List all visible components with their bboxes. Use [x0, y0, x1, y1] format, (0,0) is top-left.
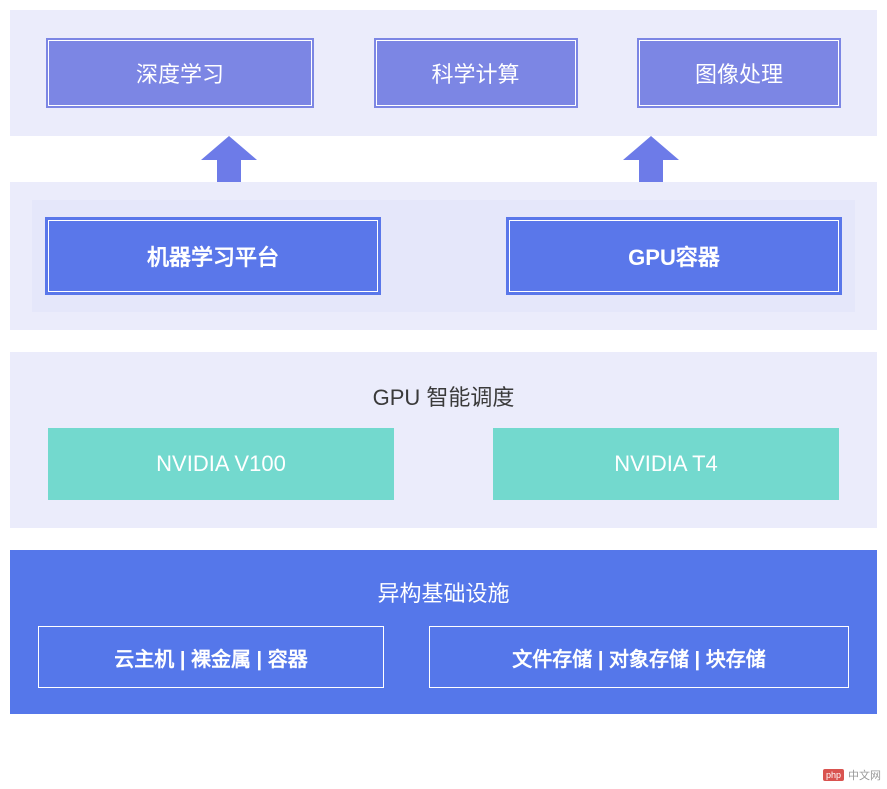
watermark: php 中文网 — [823, 767, 881, 783]
watermark-logo: php — [823, 769, 844, 781]
platform-label: 机器学习平台 — [147, 240, 279, 272]
arrow-row — [10, 136, 877, 182]
gpu-title-text: GPU 智能调度 — [373, 380, 515, 412]
infra-box-storage: 文件存储 | 对象存储 | 块存储 — [429, 626, 849, 688]
app-label: 深度学习 — [136, 57, 224, 89]
infra-section-title: 异构基础设施 — [38, 570, 849, 614]
architecture-diagram: 深度学习 科学计算 图像处理 机器学习平台 GPU容器 GPU 智能调度 NVI… — [10, 10, 877, 714]
infra-title-text: 异构基础设施 — [377, 576, 509, 608]
platform-box-gpu-container: GPU容器 — [509, 220, 839, 292]
platform-box-ml: 机器学习平台 — [48, 220, 378, 292]
watermark-text: 中文网 — [848, 767, 881, 783]
layer-infrastructure: 异构基础设施 云主机 | 裸金属 | 容器 文件存储 | 对象存储 | 块存储 — [10, 550, 877, 714]
platform-label: GPU容器 — [628, 240, 720, 272]
infra-box-compute: 云主机 | 裸金属 | 容器 — [38, 626, 384, 688]
arrow-up-icon — [650, 136, 651, 182]
spacer — [10, 330, 877, 352]
gpu-section-title: GPU 智能调度 — [48, 374, 839, 418]
app-box-image-proc: 图像处理 — [639, 40, 839, 106]
layer-gpu-scheduling: GPU 智能调度 NVIDIA V100 NVIDIA T4 — [10, 352, 877, 528]
arrow-up-icon — [228, 136, 229, 182]
gpu-card-t4: NVIDIA T4 — [493, 428, 839, 500]
spacer — [10, 528, 877, 550]
gpu-card-label: NVIDIA T4 — [614, 451, 718, 477]
gpu-card-v100: NVIDIA V100 — [48, 428, 394, 500]
gpu-card-label: NVIDIA V100 — [156, 451, 286, 477]
infra-box-label: 云主机 | 裸金属 | 容器 — [114, 643, 307, 672]
layer-platform: 机器学习平台 GPU容器 — [10, 182, 877, 330]
app-box-sci-compute: 科学计算 — [376, 40, 576, 106]
app-label: 图像处理 — [695, 57, 783, 89]
infra-box-label: 文件存储 | 对象存储 | 块存储 — [512, 643, 765, 672]
app-label: 科学计算 — [431, 57, 519, 89]
app-box-deep-learning: 深度学习 — [48, 40, 312, 106]
platform-inner-bg: 机器学习平台 GPU容器 — [32, 200, 855, 312]
layer-applications: 深度学习 科学计算 图像处理 — [10, 10, 877, 136]
